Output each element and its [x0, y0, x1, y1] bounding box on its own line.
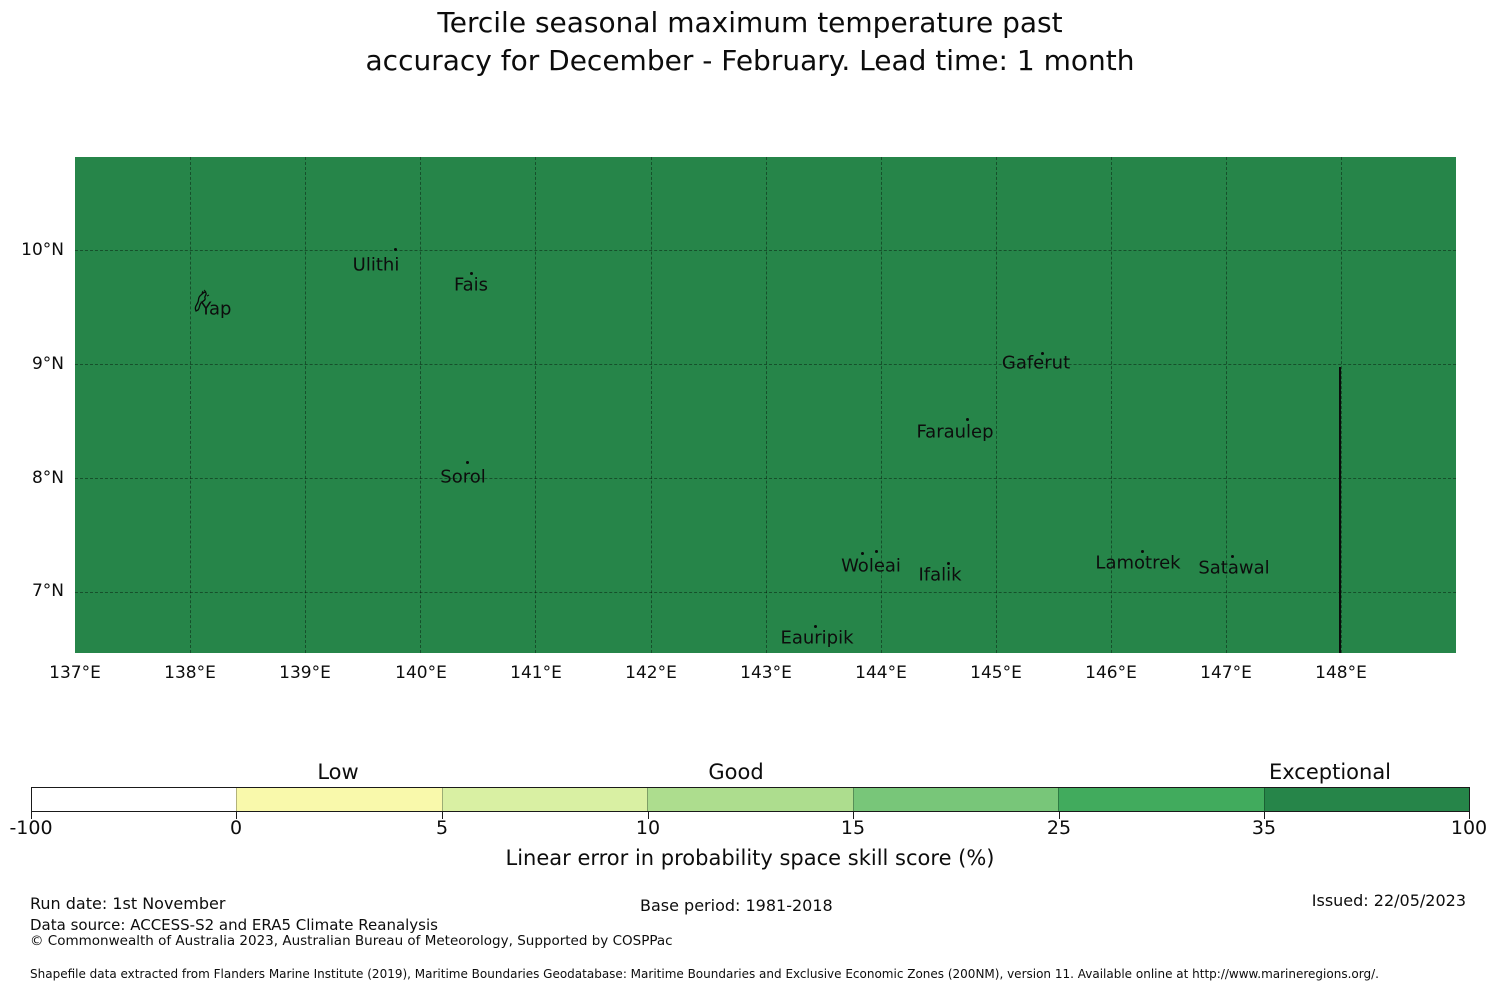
gridline-9n	[75, 364, 1456, 365]
base-period-text: Base period: 1981-2018	[640, 896, 833, 915]
island-label-lamotrek: Lamotrek	[1095, 552, 1181, 574]
colorbar-ticklabel-0: 0	[229, 817, 243, 839]
colorbar-ticklabel-25: 25	[1046, 817, 1072, 839]
gridline-141e	[535, 157, 536, 653]
copyright-text: © Commonwealth of Australia 2023, Austra…	[30, 933, 673, 949]
x-tick-145e: 145°E	[970, 663, 1022, 683]
colorbar-ticklabel-35: 35	[1251, 817, 1277, 839]
x-tick-141e: 141°E	[510, 663, 562, 683]
island-label-ifalik: Ifalik	[918, 564, 962, 586]
faraulep-island-dot	[966, 418, 969, 421]
colorbar-tick	[1469, 812, 1470, 819]
gridline-143e	[766, 157, 767, 653]
colorbar-segment-4	[647, 788, 853, 811]
gridline-139e	[305, 157, 306, 653]
x-tick-138e: 138°E	[164, 663, 216, 683]
gridline-140e	[420, 157, 421, 653]
colorbar-tick	[1264, 812, 1265, 819]
colorbar-segment-1	[32, 788, 237, 811]
x-tick-144e: 144°E	[855, 663, 907, 683]
ulithi-island-dot	[394, 248, 397, 251]
island-label-satawal: Satawal	[1198, 557, 1270, 579]
island-label-fais: Fais	[453, 274, 489, 296]
colorbar-ticklabel-10: 10	[635, 817, 661, 839]
y-tick-10n: 10°N	[21, 240, 64, 260]
y-tick-7n: 7°N	[31, 581, 64, 601]
colorbar-tick	[442, 812, 443, 819]
gridline-7n	[75, 592, 1456, 593]
x-tick-148e: 148°E	[1315, 663, 1367, 683]
colorbar-tick	[31, 812, 32, 819]
run-date-text: Run date: 1st November	[30, 894, 226, 913]
island-label-woleai: Woleai	[841, 555, 901, 577]
island-label-ulithi: Ulithi	[352, 254, 400, 276]
colorbar-ticklabel-neg100: -100	[9, 817, 53, 839]
island-label-eauripik: Eauripik	[780, 627, 854, 649]
colorbar-ticklabel-15: 15	[840, 817, 866, 839]
satawal-island-dot	[1231, 555, 1234, 558]
sorol-island-dot	[466, 461, 469, 464]
figure-title: Tercile seasonal maximum temperature pas…	[0, 4, 1500, 80]
yap-island-shape	[194, 289, 210, 312]
gridline-144e	[881, 157, 882, 653]
colorbar-category-low: Low	[317, 760, 359, 784]
colorbar	[31, 787, 1470, 812]
colorbar-segment-7	[1263, 788, 1469, 811]
island-label-faraulep: Faraulep	[916, 421, 994, 443]
y-tick-9n: 9°N	[31, 354, 64, 374]
fais-island-dot	[470, 272, 473, 275]
gridline-146e	[1111, 157, 1112, 653]
woleai-island-dot	[875, 550, 878, 553]
gridline-142e	[651, 157, 652, 653]
lamotrek-island-dot	[1141, 550, 1144, 553]
x-tick-139e: 139°E	[279, 663, 331, 683]
shapefile-note-text: Shapefile data extracted from Flanders M…	[30, 967, 1379, 981]
colorbar-tick	[648, 812, 649, 819]
eauripik-island-dot	[814, 625, 817, 628]
gridline-10n	[75, 250, 1456, 251]
x-tick-143e: 143°E	[740, 663, 792, 683]
gridline-8n	[75, 478, 1456, 479]
colorbar-segment-3	[441, 788, 648, 811]
gridline-147e	[1226, 157, 1227, 653]
colorbar-category-good: Good	[708, 760, 764, 784]
colorbar-tick	[1059, 812, 1060, 819]
issued-date-text: Issued: 22/05/2023	[1311, 891, 1466, 910]
island-label-sorol: Sorol	[440, 466, 486, 488]
woleai-island-dot	[861, 552, 864, 555]
x-tick-142e: 142°E	[625, 663, 677, 683]
colorbar-segment-2	[236, 788, 442, 811]
figure-title-line2: accuracy for December - February. Lead t…	[365, 44, 1135, 77]
ifalik-island-dot	[947, 562, 950, 565]
gridline-148e	[1341, 157, 1342, 653]
colorbar-tick	[853, 812, 854, 819]
colorbar-segment-5	[852, 788, 1059, 811]
colorbar-category-exceptional: Exceptional	[1268, 760, 1392, 784]
eez-boundary-line	[1339, 367, 1341, 653]
data-source-text: Data source: ACCESS-S2 and ERA5 Climate …	[30, 916, 438, 934]
gaferut-island-dot	[1041, 352, 1044, 355]
colorbar-axis-label: Linear error in probability space skill …	[505, 846, 995, 870]
colorbar-ticklabel-5: 5	[435, 817, 449, 839]
x-tick-137e: 137°E	[49, 663, 101, 683]
gridline-145e	[996, 157, 997, 653]
x-tick-147e: 147°E	[1200, 663, 1252, 683]
x-tick-140e: 140°E	[395, 663, 447, 683]
figure-title-line1: Tercile seasonal maximum temperature pas…	[437, 6, 1063, 39]
island-label-yap: Yap	[200, 298, 232, 320]
y-tick-8n: 8°N	[31, 468, 64, 488]
x-tick-146e: 146°E	[1085, 663, 1137, 683]
colorbar-ticklabel-100: 100	[1450, 817, 1488, 839]
map-area: Yap Ulithi Fais Sorol Gaferut Faraulep W…	[75, 157, 1456, 653]
colorbar-tick	[236, 812, 237, 819]
gridline-138e	[190, 157, 191, 653]
colorbar-segment-6	[1058, 788, 1264, 811]
island-label-gaferut: Gaferut	[1001, 352, 1071, 374]
